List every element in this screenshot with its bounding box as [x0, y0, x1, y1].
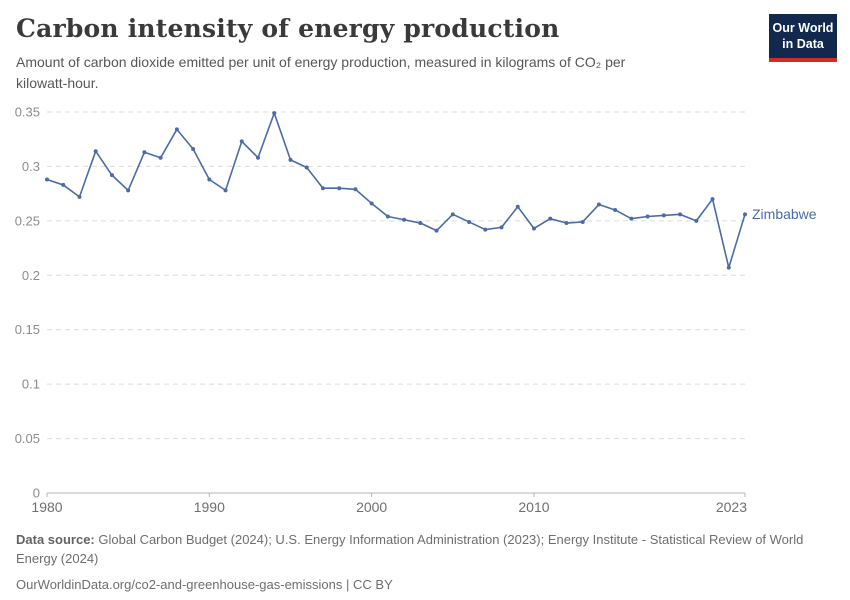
gridlines: [47, 111, 745, 494]
data-point: [256, 155, 261, 160]
series-markers: [45, 111, 747, 270]
x-tick-label: 1980: [31, 499, 62, 515]
separator: |: [346, 576, 350, 592]
y-tick-label: 0.35: [15, 105, 40, 120]
chart-footer: Data source: Global Carbon Budget (2024)…: [16, 531, 822, 595]
data-point: [418, 221, 423, 226]
data-point: [191, 147, 196, 152]
data-point: [239, 139, 244, 144]
owid-logo-line1: Our World: [772, 21, 834, 35]
y-tick-label: 0.1: [22, 377, 40, 392]
data-point: [548, 216, 553, 221]
data-point: [434, 228, 439, 233]
data-point: [288, 157, 293, 162]
y-tick-label: 0: [33, 486, 40, 501]
data-point: [126, 188, 131, 193]
data-point: [45, 177, 49, 182]
data-point: [531, 226, 536, 231]
data-point: [369, 201, 374, 206]
data-point: [450, 212, 455, 217]
chart-area: 0 0.05 0.1 0.15 0.2 0.25 0.3 0.35 1980 1990 2000 20…: [0, 95, 850, 530]
data-point: [645, 214, 650, 219]
data-point: [402, 217, 407, 222]
data-point: [223, 188, 228, 193]
data-point: [515, 204, 520, 209]
y-tick-label: 0.25: [15, 213, 40, 228]
data-point: [629, 216, 634, 221]
y-tick-label: 0.15: [15, 322, 40, 337]
chart-header: Carbon intensity of energy production Am…: [16, 14, 696, 94]
data-point: [596, 202, 601, 207]
chart-subtitle: Amount of carbon dioxide emitted per uni…: [16, 54, 626, 91]
data-point: [93, 149, 98, 154]
data-point: [109, 173, 114, 178]
y-tick-label: 0.2: [22, 268, 40, 283]
data-point: [337, 186, 342, 191]
data-point: [142, 150, 147, 155]
data-source-label: Data source:: [16, 532, 95, 547]
owid-url[interactable]: OurWorldinData.org/co2-and-greenhouse-ga…: [16, 576, 343, 592]
data-point: [77, 194, 82, 199]
x-axis-labels: 1980 1990 2000 2010 2023: [31, 493, 747, 515]
x-tick-label: 1990: [194, 499, 225, 515]
data-point: [564, 221, 569, 226]
data-point: [694, 218, 699, 223]
data-point: [272, 111, 277, 116]
line-chart[interactable]: 0 0.05 0.1 0.15 0.2 0.25 0.3 0.35 1980 1990 2000 20…: [0, 95, 850, 530]
x-tick-label: 2000: [356, 499, 387, 515]
data-point: [613, 207, 618, 212]
data-point: [467, 219, 472, 224]
data-point: [743, 212, 747, 217]
chart-title: Carbon intensity of energy production: [16, 14, 560, 43]
data-point: [710, 197, 715, 202]
data-point: [661, 213, 666, 218]
license-line: OurWorldinData.org/co2-and-greenhouse-ga…: [16, 576, 822, 595]
data-point: [678, 212, 683, 217]
data-point: [385, 214, 390, 219]
data-source-line: Data source: Global Carbon Budget (2024)…: [16, 531, 822, 569]
data-point: [304, 165, 309, 170]
data-point: [499, 225, 504, 230]
y-tick-label: 0.05: [15, 431, 40, 446]
data-point: [158, 155, 163, 160]
data-point: [353, 187, 358, 192]
data-point: [61, 182, 66, 187]
data-source-text: Global Carbon Budget (2024); U.S. Energy…: [16, 532, 804, 566]
license-label: CC BY: [353, 576, 393, 592]
x-tick-label: 2023: [716, 499, 747, 515]
y-tick-label: 0.3: [22, 159, 40, 174]
data-point: [483, 227, 488, 232]
data-point: [580, 219, 585, 224]
entity-label[interactable]: Zimbabwe: [752, 206, 817, 222]
owid-logo: Our World in Data: [769, 14, 837, 62]
data-point: [726, 265, 731, 270]
data-point: [174, 127, 179, 132]
y-axis-labels: 0 0.05 0.1 0.15 0.2 0.25 0.3 0.35: [15, 105, 40, 501]
series-line[interactable]: [46, 112, 746, 269]
data-point: [320, 186, 325, 191]
owid-logo-line2: in Data: [782, 37, 824, 52]
data-point: [207, 177, 212, 182]
x-tick-label: 2010: [518, 499, 549, 515]
